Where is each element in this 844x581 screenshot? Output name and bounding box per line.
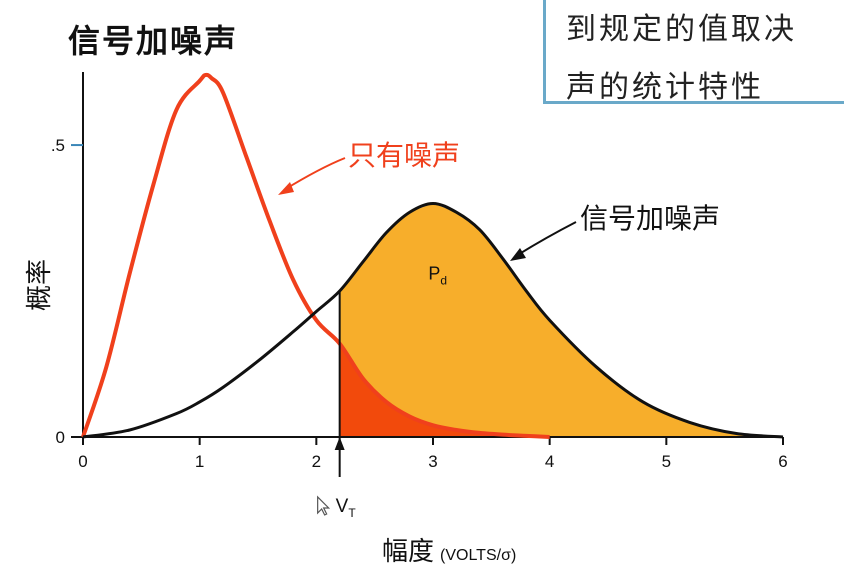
x-tick-label: 6 bbox=[778, 452, 787, 471]
mouse-cursor-icon bbox=[317, 495, 331, 516]
threshold-label: VT bbox=[336, 496, 357, 520]
signal-pointer-arrow bbox=[515, 221, 577, 257]
y-axis-label: 概率 bbox=[25, 259, 55, 311]
note-box: 到规定的值取决 声的统计特性 bbox=[543, 0, 844, 105]
y-tick-label: .5 bbox=[51, 136, 65, 155]
noise-pointer-arrowhead bbox=[278, 182, 294, 195]
x-tick-label: 5 bbox=[662, 452, 671, 471]
note-line: 到规定的值取决 bbox=[566, 12, 797, 47]
page-title: 信号加噪声 bbox=[68, 22, 239, 60]
signal-curve bbox=[82, 201, 784, 439]
y-tick-label: 0 bbox=[56, 428, 65, 447]
x-tick-label: 3 bbox=[428, 452, 437, 471]
note-line: 声的统计特性 bbox=[566, 70, 764, 105]
x-tick-label: 2 bbox=[312, 452, 321, 471]
pd-label: Pd bbox=[428, 263, 447, 287]
x-tick-label: 1 bbox=[195, 452, 204, 471]
x-tick-label: 0 bbox=[78, 452, 87, 471]
noise-curve bbox=[81, 72, 550, 439]
threshold-arrow bbox=[334, 437, 345, 450]
false-alarm-area bbox=[339, 343, 550, 437]
noise-pointer-arrow bbox=[283, 157, 346, 191]
series-label-noise: 只有噪声 bbox=[348, 139, 460, 172]
series-label-signal: 信号加噪声 bbox=[580, 202, 720, 235]
detection-area bbox=[339, 203, 783, 437]
x-tick-label: 4 bbox=[545, 452, 554, 471]
x-axis-label: 幅度 (VOLTS/σ) bbox=[382, 537, 516, 567]
signal-pointer-arrowhead bbox=[510, 248, 526, 261]
